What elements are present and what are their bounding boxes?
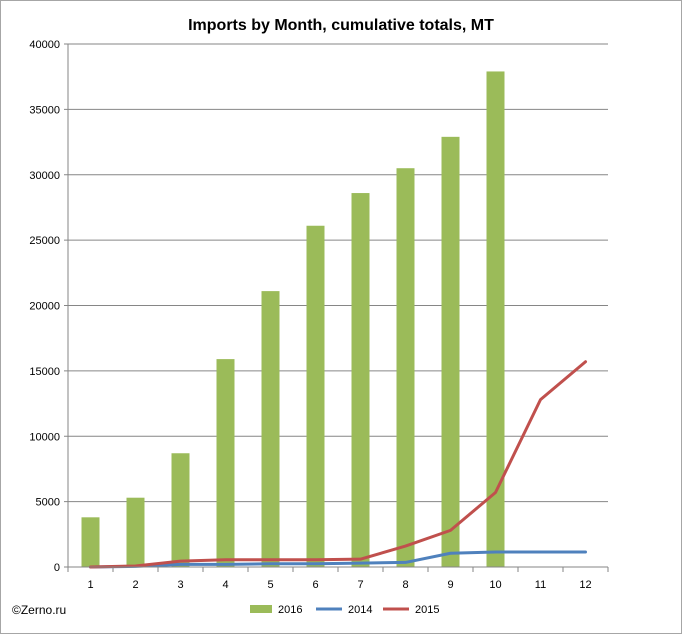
bar-2016-2 — [126, 497, 145, 567]
x-tick-label: 1 — [87, 579, 93, 591]
line-series-2015 — [89, 360, 587, 569]
x-tick-label: 9 — [447, 579, 453, 591]
grid-lines — [68, 43, 608, 503]
x-tick-label: 12 — [579, 579, 591, 591]
bar-2016-1 — [81, 517, 100, 567]
y-tick-label: 25000 — [29, 235, 60, 247]
axes — [64, 43, 609, 572]
bar-2016-9 — [441, 136, 460, 567]
x-tick-label: 3 — [177, 579, 183, 591]
x-tick-label: 10 — [489, 579, 501, 591]
bar-2016-6 — [306, 225, 325, 567]
x-tick-label: 2 — [132, 579, 138, 591]
x-tick-label: 11 — [535, 579, 546, 591]
bar-series — [81, 71, 505, 568]
x-tick-label: 6 — [312, 579, 318, 591]
bar-2016-10 — [486, 71, 505, 568]
x-tick-label: 7 — [357, 579, 363, 591]
bar-2016-4 — [216, 359, 235, 567]
y-tick-label: 5000 — [36, 497, 60, 509]
legend: 2016 2014 2015 — [250, 604, 439, 616]
chart-title: Imports by Month, cumulative totals, MT — [188, 17, 494, 34]
legend-label-2016: 2016 — [278, 604, 302, 616]
x-tick-labels: 1 2 3 4 5 6 7 8 9 10 11 12 — [87, 579, 591, 591]
y-tick-label: 10000 — [29, 431, 60, 443]
y-tick-label: 40000 — [29, 39, 60, 51]
y-tick-label: 30000 — [29, 170, 60, 182]
x-tick-label: 4 — [222, 579, 228, 591]
legend-label-2015: 2015 — [415, 604, 439, 616]
credit-text: ©Zerno.ru — [12, 603, 66, 617]
y-tick-label: 0 — [54, 562, 60, 574]
x-tick-label: 8 — [402, 579, 408, 591]
y-tick-label: 15000 — [29, 366, 60, 378]
line-series — [89, 360, 587, 569]
legend-label-2014: 2014 — [348, 604, 372, 616]
y-tick-labels: 0 5000 10000 15000 20000 25000 30000 35000 40000 — [29, 39, 60, 574]
bar-2016-5 — [261, 291, 280, 567]
y-tick-label: 35000 — [29, 104, 60, 116]
bar-2016-3 — [171, 453, 190, 567]
line-series-2014 — [89, 550, 587, 569]
bar-2016-8 — [396, 168, 415, 567]
bar-2016-7 — [351, 193, 370, 567]
legend-swatch-2016 — [250, 605, 272, 613]
y-tick-label: 20000 — [29, 301, 60, 313]
x-tick-label: 5 — [267, 579, 273, 591]
